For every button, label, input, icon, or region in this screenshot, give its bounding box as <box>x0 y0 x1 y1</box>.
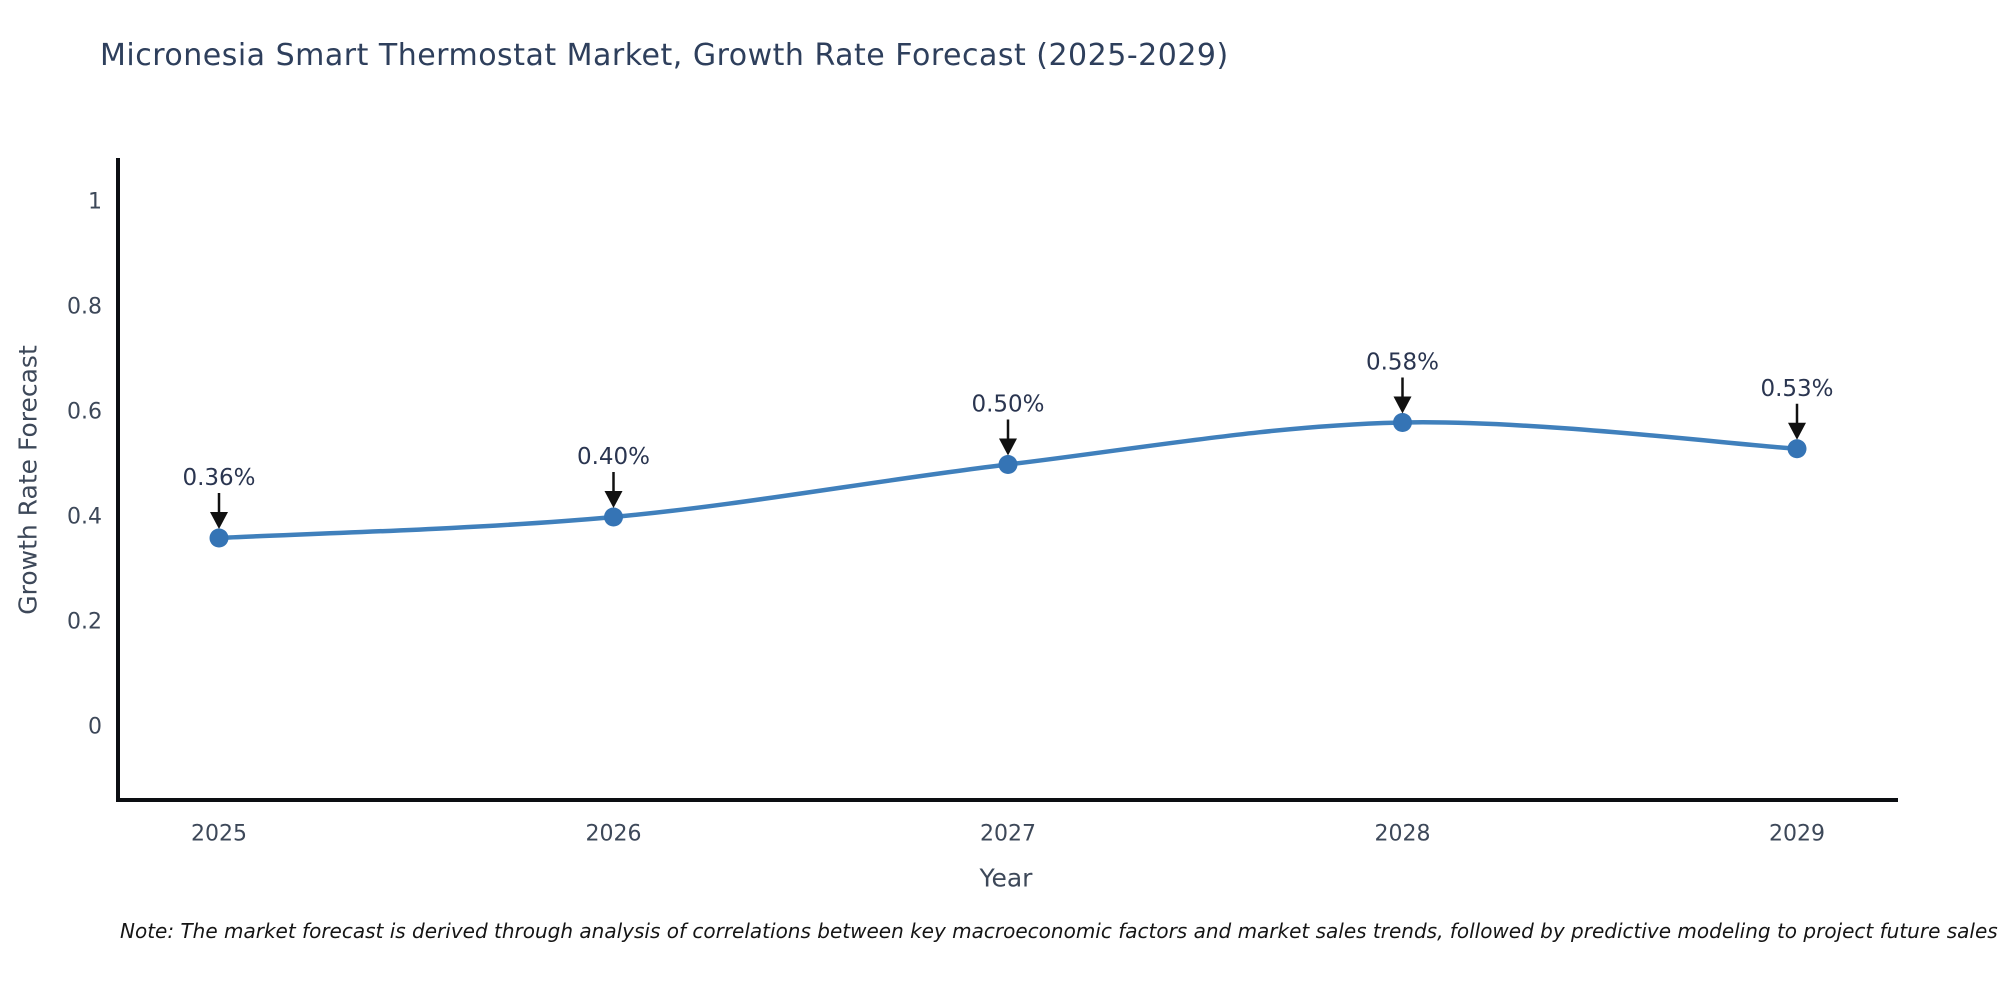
x-tick-label-2028: 2028 <box>1375 822 1431 847</box>
y-tick-label-0.2: 0.2 <box>67 610 102 635</box>
y-tick-label-0.4: 0.4 <box>67 505 102 530</box>
chart-note: Note: The market forecast is derived thr… <box>120 919 1998 943</box>
annotation-label-2028: 0.58% <box>1366 350 1439 376</box>
data-point-2026 <box>604 507 623 527</box>
annotation-arrowhead-2029 <box>1788 422 1806 440</box>
y-tick-label-0.6: 0.6 <box>67 400 102 425</box>
annotation-arrowhead-2025 <box>210 512 228 529</box>
y-tick-label-0: 0 <box>88 715 102 740</box>
x-tick-label-2027: 2027 <box>980 822 1036 847</box>
annotation-arrowhead-2027 <box>999 438 1017 456</box>
annotation-label-2025: 0.36% <box>182 465 255 491</box>
x-axis-title: Year <box>979 864 1034 893</box>
x-tick-label-2026: 2026 <box>586 822 642 847</box>
y-tick-label-0.8: 0.8 <box>67 295 102 320</box>
y-axis-title: Growth Rate Forecast <box>14 345 43 615</box>
chart-title: Micronesia Smart Thermostat Market, Grow… <box>100 38 1229 73</box>
data-point-2027 <box>998 455 1018 474</box>
y-tick-label-1: 1 <box>88 190 102 215</box>
annotation-arrowhead-2028 <box>1393 396 1412 414</box>
x-tick-label-2029: 2029 <box>1769 822 1825 847</box>
data-point-2025 <box>209 528 229 548</box>
annotation-label-2029: 0.53% <box>1760 376 1833 402</box>
data-point-2029 <box>1787 439 1807 459</box>
annotation-label-2026: 0.40% <box>577 444 650 470</box>
annotation-label-2027: 0.50% <box>971 392 1044 418</box>
data-point-2028 <box>1393 413 1412 432</box>
annotation-arrowhead-2026 <box>604 491 623 508</box>
x-tick-label-2025: 2025 <box>191 822 247 847</box>
